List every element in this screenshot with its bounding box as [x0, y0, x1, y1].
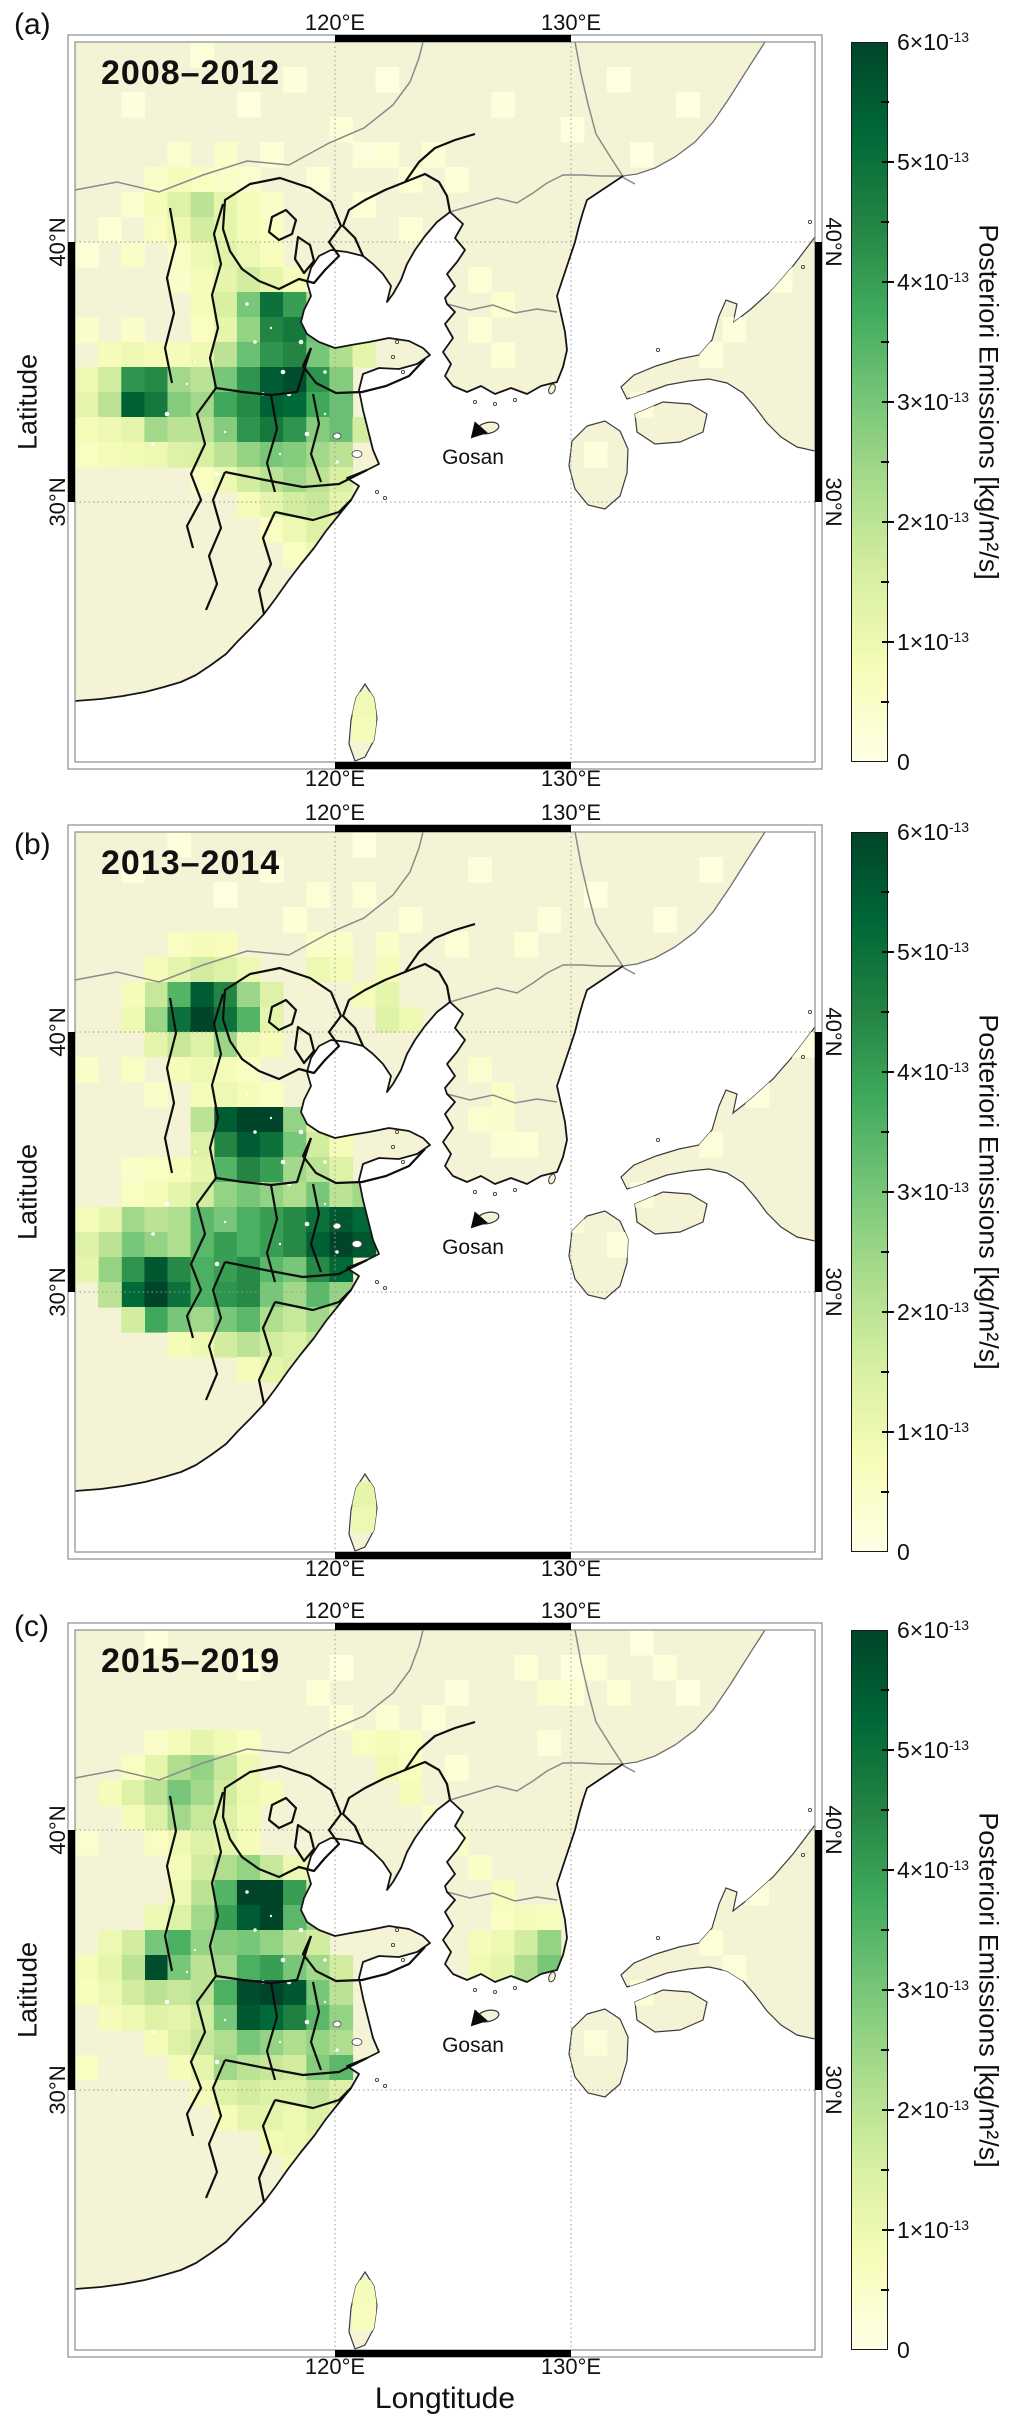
colorbar-tick-label: 1×10-13: [897, 1419, 970, 1445]
colorbar-tick-label: 2×10-13: [897, 2097, 970, 2123]
colorbar-tick-mark: [882, 1070, 894, 1074]
colorbar-tick-mark: [882, 1190, 894, 1194]
panel-letter: (b): [14, 828, 51, 861]
colorbar-tick-label: 3×10-13: [897, 1977, 970, 2003]
period-title: 2013–2014: [101, 844, 281, 882]
lon-tick-bottom-130e: 130°E: [540, 1556, 602, 1581]
colorbar-tick-label: 2×10-13: [897, 509, 970, 535]
colorbar-minor-tick-mark: [881, 700, 889, 704]
colorbar-tick-label: 6×10-13: [897, 29, 970, 55]
lon-tick-bottom-130e: 130°E: [540, 2354, 602, 2379]
colorbar-tick-mark: [882, 2108, 894, 2112]
panel-letter: (a): [14, 8, 51, 41]
colorbar-minor-tick-mark: [881, 1130, 889, 1134]
panel-a: (a) 120°E 130°E 120°E 130°E 40°N 30°N 40…: [0, 0, 1033, 791]
colorbar-tick-label: 0: [897, 1539, 910, 1565]
map-2013-2014: 2013–2014 Gosan: [67, 824, 823, 1560]
lon-tick-bottom-120e: 120°E: [304, 2354, 366, 2379]
colorbar-tick-label: 5×10-13: [897, 149, 970, 175]
colorbar-minor-tick-mark: [881, 580, 889, 584]
colorbar-minor-tick-mark: [881, 460, 889, 464]
colorbar-tick-mark: [882, 640, 894, 644]
lon-tick-top-120e: 120°E: [304, 1598, 366, 1623]
colorbar-minor-tick-mark: [881, 1688, 889, 1692]
lon-tick-bottom-130e: 130°E: [540, 766, 602, 791]
station-label: Gosan: [442, 2034, 504, 2057]
colorbar-tick-mark: [882, 520, 894, 524]
colorbar-tick-mark: [882, 1310, 894, 1314]
colorbar-tick-mark: [882, 1988, 894, 1992]
period-title: 2015–2019: [101, 1642, 281, 1680]
colorbar-tick-label: 3×10-13: [897, 389, 970, 415]
colorbar-tick-mark: [882, 2228, 894, 2232]
period-title: 2008–2012: [101, 54, 281, 92]
panel-b: (b) 120°E 130°E 120°E 130°E 40°N 30°N 40…: [0, 790, 1033, 1588]
lon-tick-top-130e: 130°E: [540, 1598, 602, 1623]
map-canvas: [65, 822, 825, 1562]
x-axis-label: Longtitude: [374, 2382, 516, 2415]
panel-c: (c) 120°E 130°E 120°E 130°E 40°N 30°N 40…: [0, 1588, 1033, 2436]
map-2008-2012: 2008–2012 Gosan: [67, 34, 823, 770]
colorbar-minor-tick-mark: [881, 1808, 889, 1812]
colorbar-tick-label: 3×10-13: [897, 1179, 970, 1205]
colorbar: [851, 832, 888, 1552]
colorbar-minor-tick-mark: [881, 2048, 889, 2052]
map-canvas: [65, 1620, 825, 2360]
colorbar-tick-mark: [882, 160, 894, 164]
colorbar-tick-label: 5×10-13: [897, 1737, 970, 1763]
station-label: Gosan: [442, 446, 504, 469]
colorbar-tick-label: 4×10-13: [897, 1059, 970, 1085]
lon-tick-top-120e: 120°E: [304, 800, 366, 825]
colorbar-minor-tick-mark: [881, 1928, 889, 1932]
colorbar-minor-tick-mark: [881, 890, 889, 894]
colorbar-tick-label: 1×10-13: [897, 629, 970, 655]
map-svg: [67, 824, 823, 1560]
colorbar-tick-mark: [882, 1430, 894, 1434]
colorbar-tick-mark: [882, 1748, 894, 1752]
colorbar-tick-mark: [882, 1868, 894, 1872]
panel-letter: (c): [14, 1610, 49, 1643]
colorbar-tick-label: 6×10-13: [897, 1617, 970, 1643]
colorbar-tick-label: 6×10-13: [897, 819, 970, 845]
lon-tick-bottom-120e: 120°E: [304, 766, 366, 791]
colorbar-tick-mark: [882, 280, 894, 284]
station-label: Gosan: [442, 1236, 504, 1259]
lon-tick-top-130e: 130°E: [540, 800, 602, 825]
map-canvas: [65, 32, 825, 772]
colorbar-tick-label: 4×10-13: [897, 269, 970, 295]
colorbar-minor-tick-mark: [881, 1370, 889, 1374]
lon-tick-top-130e: 130°E: [540, 10, 602, 35]
colorbar-tick-mark: [882, 950, 894, 954]
colorbar-minor-tick-mark: [881, 1010, 889, 1014]
colorbar-tick-label: 4×10-13: [897, 1857, 970, 1883]
colorbar-minor-tick-mark: [881, 2168, 889, 2172]
colorbar-tick-label: 0: [897, 2337, 910, 2363]
lon-tick-bottom-120e: 120°E: [304, 1556, 366, 1581]
map-svg: [67, 1622, 823, 2358]
colorbar-minor-tick-mark: [881, 1250, 889, 1254]
colorbar-tick-label: 2×10-13: [897, 1299, 970, 1325]
colorbar-tick-mark: [882, 400, 894, 404]
map-2015-2019: 2015–2019 Gosan: [67, 1622, 823, 2358]
colorbar: [851, 1630, 888, 2350]
colorbar-minor-tick-mark: [881, 1490, 889, 1494]
colorbar-minor-tick-mark: [881, 220, 889, 224]
colorbar-tick-label: 5×10-13: [897, 939, 970, 965]
colorbar-minor-tick-mark: [881, 100, 889, 104]
colorbar-minor-tick-mark: [881, 2288, 889, 2292]
colorbar-minor-tick-mark: [881, 340, 889, 344]
colorbar-tick-label: 0: [897, 749, 910, 775]
colorbar: [851, 42, 888, 762]
colorbar-tick-label: 1×10-13: [897, 2217, 970, 2243]
map-svg: [67, 34, 823, 770]
lon-tick-top-120e: 120°E: [304, 10, 366, 35]
